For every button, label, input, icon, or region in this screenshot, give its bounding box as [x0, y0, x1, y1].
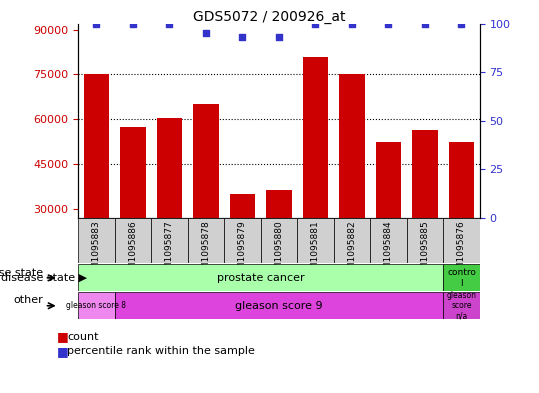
Point — [92, 20, 101, 27]
Bar — [448, 142, 474, 218]
Bar — [151, 218, 188, 263]
Bar — [334, 218, 370, 263]
Bar — [261, 218, 297, 263]
Point — [311, 20, 320, 27]
Point — [165, 20, 174, 27]
Bar — [120, 127, 146, 218]
Bar — [266, 190, 292, 218]
Bar — [115, 218, 151, 263]
Text: GSM1095880: GSM1095880 — [274, 220, 284, 281]
Text: prostate cancer: prostate cancer — [217, 273, 305, 283]
Bar — [78, 292, 115, 319]
Bar — [370, 218, 407, 263]
Bar — [230, 194, 255, 218]
Text: percentile rank within the sample: percentile rank within the sample — [67, 346, 255, 356]
Point — [420, 20, 429, 27]
Point — [457, 20, 466, 27]
Text: GSM1095883: GSM1095883 — [92, 220, 101, 281]
Text: ■: ■ — [57, 330, 68, 343]
Point — [274, 34, 284, 40]
Bar — [157, 118, 182, 218]
Text: GSM1095884: GSM1095884 — [384, 220, 393, 281]
Point — [348, 20, 356, 27]
Text: gleason score 8: gleason score 8 — [66, 301, 127, 310]
Bar — [407, 218, 443, 263]
Bar — [193, 105, 219, 218]
Point — [384, 20, 393, 27]
Text: disease state: disease state — [1, 273, 75, 283]
Text: gleason
score
n/a: gleason score n/a — [446, 291, 476, 321]
Bar — [224, 218, 261, 263]
Text: GSM1095877: GSM1095877 — [165, 220, 174, 281]
Text: ▶: ▶ — [75, 273, 87, 283]
Text: GDS5072 / 200926_at: GDS5072 / 200926_at — [194, 10, 345, 24]
Bar — [115, 292, 443, 319]
Point — [238, 34, 247, 40]
Point — [129, 20, 137, 27]
Bar — [303, 57, 328, 218]
Bar — [297, 218, 334, 263]
Bar — [188, 218, 224, 263]
Text: count: count — [67, 332, 99, 342]
Bar — [412, 130, 438, 218]
Text: contro
l: contro l — [447, 268, 476, 288]
Text: other: other — [13, 296, 43, 305]
Bar — [84, 74, 109, 218]
Text: ■: ■ — [57, 345, 68, 358]
Bar — [443, 292, 480, 319]
Point — [202, 30, 210, 37]
Text: GSM1095886: GSM1095886 — [128, 220, 137, 281]
Text: GSM1095881: GSM1095881 — [311, 220, 320, 281]
Bar — [443, 264, 480, 291]
Bar — [78, 218, 115, 263]
Bar — [339, 74, 365, 218]
Text: GSM1095885: GSM1095885 — [420, 220, 430, 281]
Text: GSM1095878: GSM1095878 — [202, 220, 210, 281]
Text: gleason score 9: gleason score 9 — [235, 301, 323, 311]
Bar — [443, 218, 480, 263]
Text: GSM1095882: GSM1095882 — [348, 220, 356, 281]
Text: GSM1095876: GSM1095876 — [457, 220, 466, 281]
Text: GSM1095879: GSM1095879 — [238, 220, 247, 281]
Text: disease state: disease state — [0, 268, 43, 277]
Bar — [376, 142, 401, 218]
